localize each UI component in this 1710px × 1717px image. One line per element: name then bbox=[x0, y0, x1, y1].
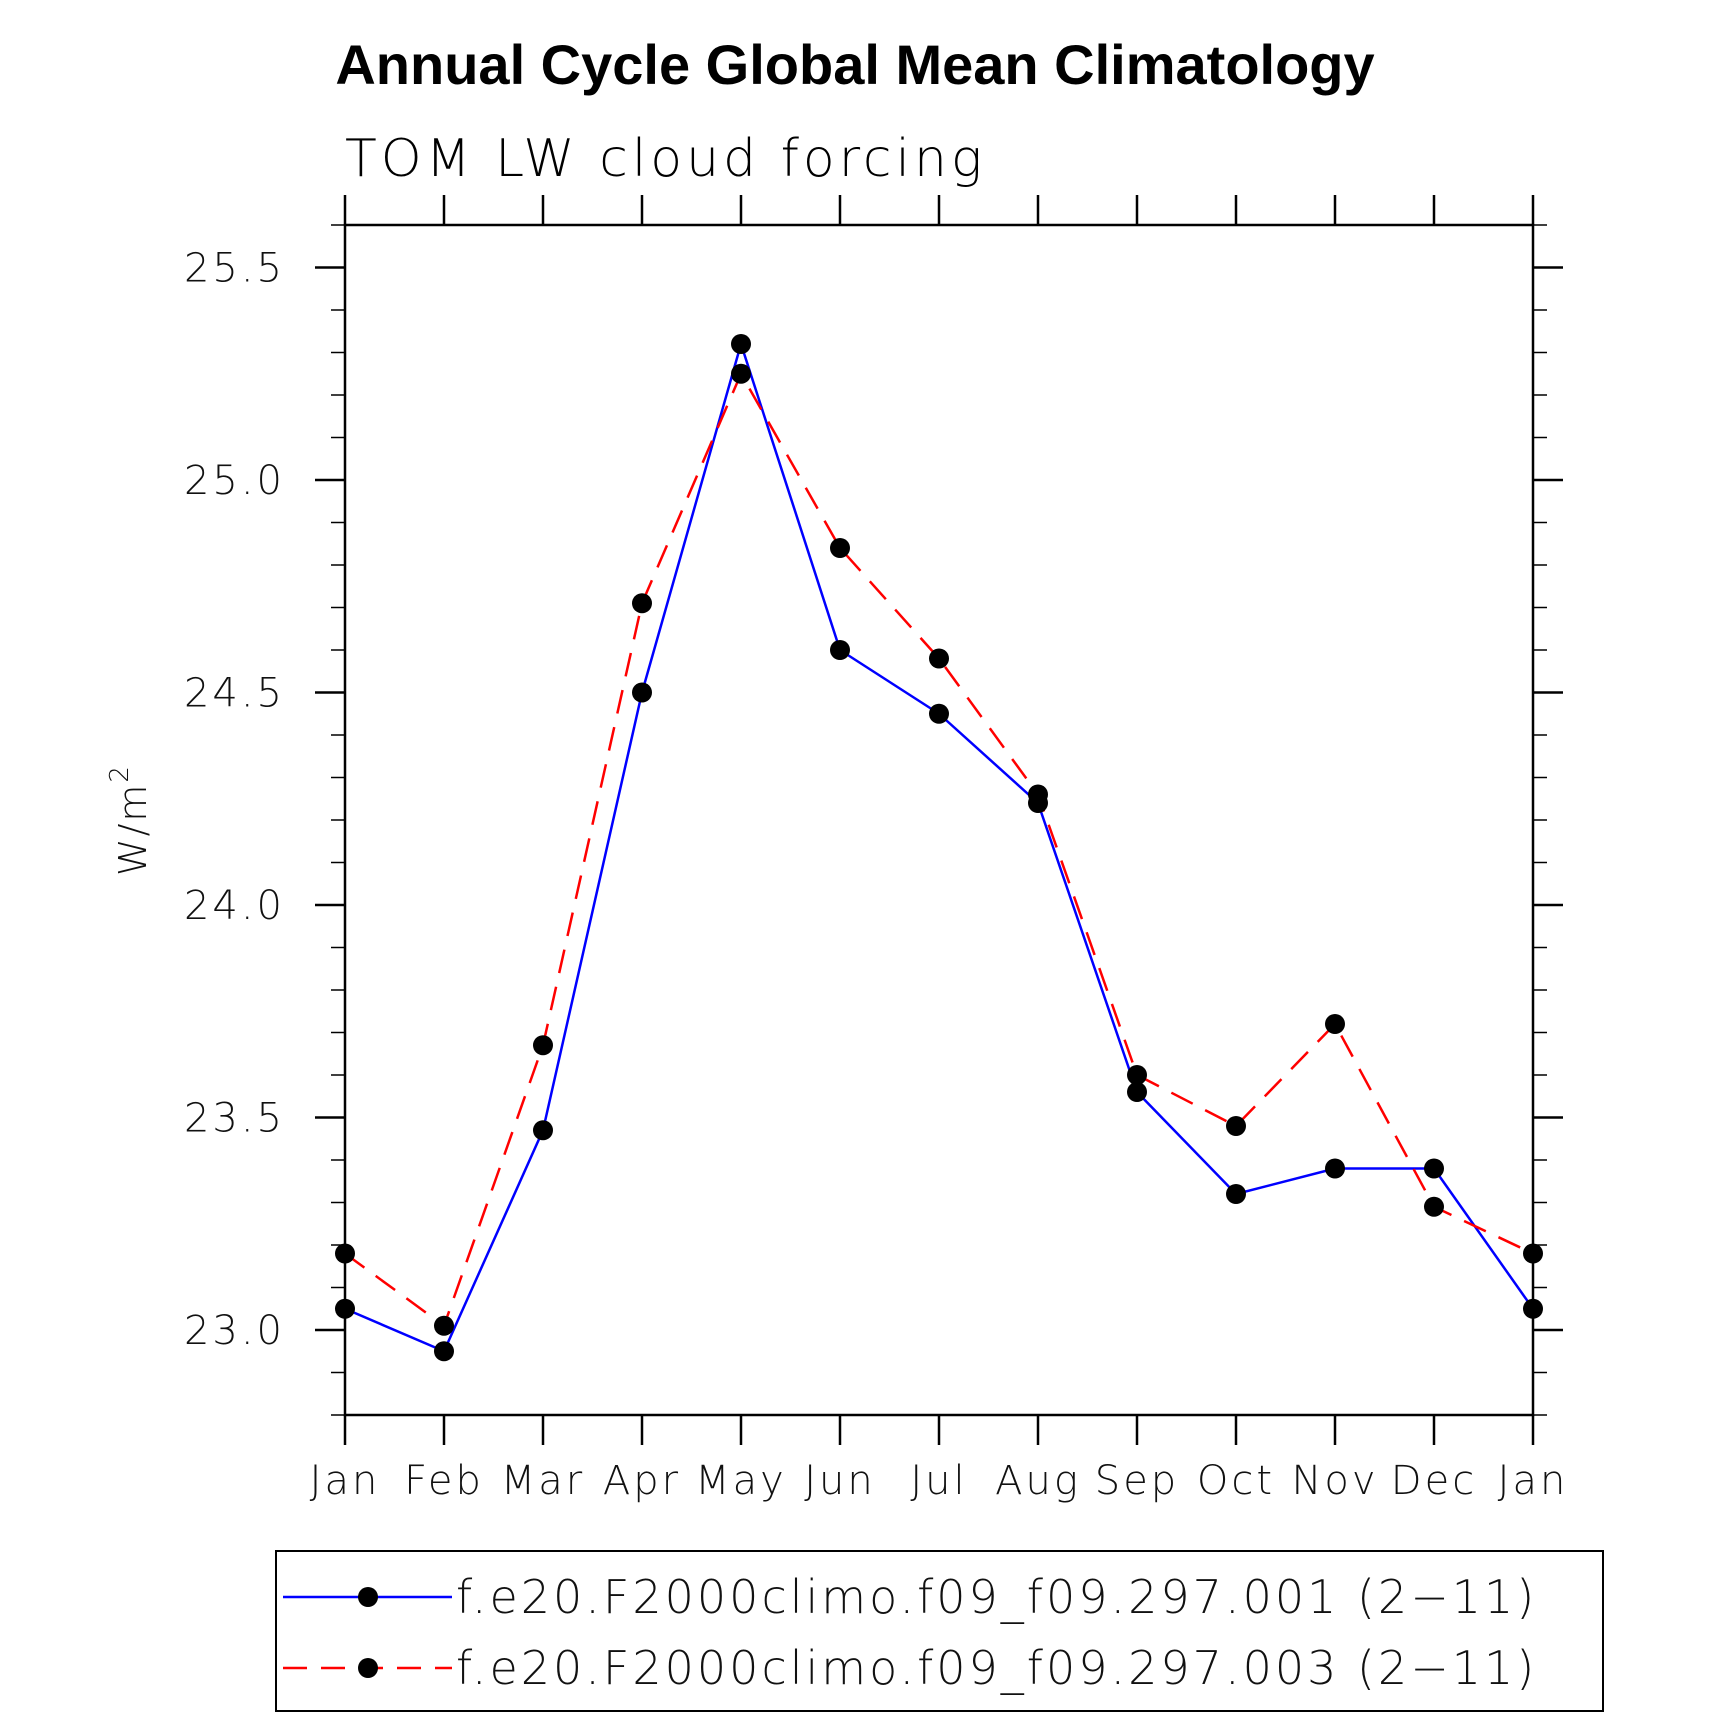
data-point-series-2 bbox=[830, 538, 850, 558]
data-point-series-2 bbox=[1127, 1065, 1147, 1085]
y-tick-label: 23.0 bbox=[184, 1308, 285, 1354]
data-point-series-2 bbox=[632, 593, 652, 614]
x-tick-label: Feb bbox=[404, 1458, 484, 1504]
data-point-series-2 bbox=[1226, 1116, 1246, 1136]
y-tick-label: 24.0 bbox=[184, 883, 285, 929]
data-point-series-1 bbox=[632, 682, 652, 703]
data-point-series-2 bbox=[1028, 784, 1048, 805]
data-point-series-1 bbox=[1226, 1184, 1246, 1204]
x-tick-label: Jan bbox=[310, 1458, 381, 1504]
data-point-series-1 bbox=[1127, 1082, 1147, 1102]
x-tick-label: Nov bbox=[1291, 1458, 1378, 1504]
x-tick-label: Jun bbox=[804, 1458, 876, 1504]
legend: f.e20.F2000climo.f09_f09.297.001 (2−11) f… bbox=[275, 1550, 1604, 1712]
x-tick-label: Apr bbox=[603, 1458, 681, 1504]
plot-frame bbox=[343, 223, 1535, 1417]
series-line-2 bbox=[344, 372, 1534, 1327]
data-point-series-1 bbox=[533, 1120, 553, 1141]
x-tick-label: Jul bbox=[910, 1458, 967, 1504]
data-point-series-2 bbox=[1523, 1243, 1543, 1264]
x-tick-label: Oct bbox=[1197, 1458, 1275, 1504]
legend-marker-series-1 bbox=[358, 1587, 378, 1607]
x-tick-label: Mar bbox=[501, 1458, 585, 1504]
data-point-series-1 bbox=[1523, 1298, 1543, 1319]
data-point-series-1 bbox=[1325, 1158, 1345, 1179]
data-point-series-2 bbox=[434, 1315, 454, 1336]
chart-title: Annual Cycle Global Mean Climatology bbox=[335, 33, 1374, 96]
data-point-series-1 bbox=[335, 1298, 355, 1319]
data-point-series-2 bbox=[1325, 1014, 1345, 1034]
axes: Jan Feb Mar Apr May Jun Jul Aug Sep Oct Nov Dec Jan 2… bbox=[184, 195, 1569, 1504]
y-axis-label-unit: W/m bbox=[111, 783, 155, 876]
data-point-series-1 bbox=[731, 334, 751, 354]
chart-subtitle: TOM LW cloud forcing bbox=[345, 129, 986, 189]
y-axis-label: W/m2 bbox=[105, 764, 155, 876]
y-tick-label: 24.5 bbox=[184, 671, 285, 717]
legend-label-series-1: f.e20.F2000climo.f09_f09.297.001 (2−11) bbox=[456, 1570, 1537, 1624]
y-tick-label: 25.0 bbox=[184, 458, 285, 504]
legend-box bbox=[275, 1550, 1604, 1712]
data-point-series-1 bbox=[434, 1341, 454, 1362]
x-tick-label: Aug bbox=[995, 1458, 1081, 1504]
y-axis-label-superscript: 2 bbox=[105, 764, 135, 783]
x-tick-label: Jan bbox=[1498, 1458, 1569, 1504]
data-point-series-1 bbox=[830, 640, 850, 660]
series-layer bbox=[335, 334, 1543, 1362]
x-tick-label: Dec bbox=[1391, 1458, 1477, 1504]
data-point-series-2 bbox=[929, 648, 949, 669]
legend-label-series-2: f.e20.F2000climo.f09_f09.297.003 (2−11) bbox=[456, 1641, 1537, 1695]
series-line-1 bbox=[344, 342, 1535, 1353]
x-tick-label: Sep bbox=[1095, 1458, 1179, 1504]
data-point-series-2 bbox=[1424, 1196, 1444, 1217]
legend-marker-series-2 bbox=[358, 1658, 378, 1678]
data-point-series-1 bbox=[929, 703, 949, 724]
y-tick-label: 23.5 bbox=[184, 1096, 285, 1142]
data-point-series-1 bbox=[1424, 1158, 1444, 1179]
data-point-series-2 bbox=[533, 1035, 553, 1056]
data-point-series-2 bbox=[335, 1243, 355, 1264]
x-tick-label: May bbox=[695, 1458, 787, 1504]
y-tick-label: 25.5 bbox=[184, 246, 285, 292]
data-point-series-2 bbox=[731, 363, 751, 384]
